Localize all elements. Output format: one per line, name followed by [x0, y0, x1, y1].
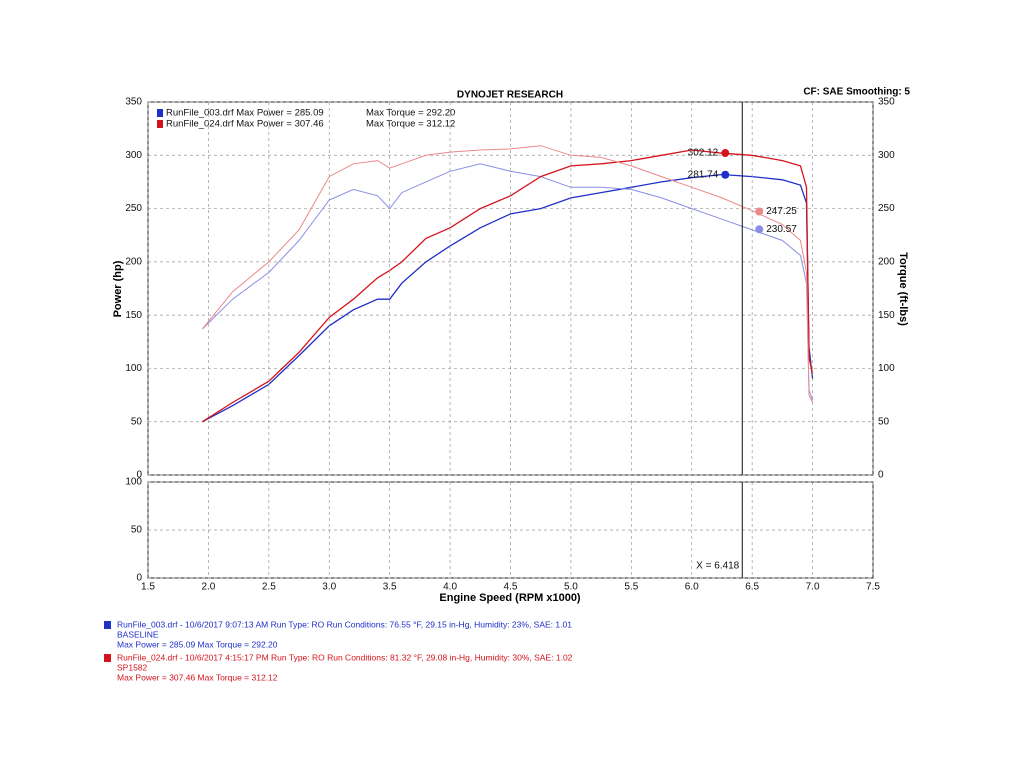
footer-line: Max Power = 307.46 Max Torque = 312.12 — [117, 672, 278, 682]
y-tick-label: 100 — [125, 477, 142, 488]
x-tick-label: 5.5 — [624, 582, 638, 593]
y2-tick-label: 50 — [878, 416, 890, 427]
y2-axis-title: Torque (ft-lbs) — [897, 252, 909, 326]
footer-line: BASELINE — [117, 629, 159, 639]
y2-tick-label: 200 — [878, 256, 895, 267]
x-tick-label: 1.5 — [141, 582, 155, 593]
legend-swatch — [157, 109, 163, 117]
cursor-value: 230.57 — [766, 224, 797, 235]
y-tick-label: 150 — [125, 310, 142, 321]
legend-label: RunFile_024.drf Max Power = 307.46 — [166, 119, 324, 130]
x-tick-label: 3.5 — [383, 582, 397, 593]
y-tick-label: 50 — [131, 525, 143, 536]
footer-line: RunFile_024.drf - 10/6/2017 4:15:17 PM R… — [117, 652, 573, 662]
y2-tick-label: 300 — [878, 150, 895, 161]
x-tick-label: 4.5 — [504, 582, 518, 593]
legend-label: Max Torque = 312.12 — [366, 119, 455, 130]
cursor-dot — [721, 170, 730, 179]
y2-tick-label: 150 — [878, 310, 895, 321]
x-tick-label: 4.0 — [443, 582, 457, 593]
cursor-dot — [755, 207, 764, 216]
series-line — [202, 145, 814, 403]
y2-tick-label: 0 — [878, 470, 884, 481]
x-tick-label: 2.0 — [201, 582, 215, 593]
series-line — [202, 149, 814, 423]
y-tick-label: 50 — [131, 416, 143, 427]
y2-tick-label: 250 — [878, 203, 895, 214]
y-tick-label: 0 — [136, 573, 142, 584]
y-tick-label: 200 — [125, 256, 142, 267]
legend-swatch — [157, 120, 163, 128]
x-tick-label: 7.0 — [806, 582, 820, 593]
chart-title: DYNOJET RESEARCH — [457, 90, 563, 101]
legend-label: RunFile_003.drf Max Power = 285.09 — [166, 108, 324, 119]
y2-tick-label: 350 — [878, 97, 895, 108]
y-tick-label: 300 — [125, 150, 142, 161]
footer-line: Max Power = 285.09 Max Torque = 292.20 — [117, 639, 278, 649]
y-tick-label: 0 — [136, 470, 142, 481]
cursor-value: 302.12 — [688, 148, 719, 159]
cursor-dot — [721, 149, 730, 158]
cursor-dot — [755, 225, 764, 234]
cursor-value: 247.25 — [766, 206, 797, 217]
x-tick-label: 6.0 — [685, 582, 699, 593]
cursor-value: 281.74 — [688, 169, 719, 180]
footer-swatch — [104, 621, 111, 629]
x-axis-title: Engine Speed (RPM x1000) — [439, 592, 581, 604]
cursor-label: X = 6.418 — [696, 561, 740, 572]
x-tick-label: 2.5 — [262, 582, 276, 593]
legend-label: Max Torque = 292.20 — [366, 108, 455, 119]
y-axis-title: Power (hp) — [112, 260, 124, 317]
footer-line: RunFile_003.drf - 10/6/2017 9:07:13 AM R… — [117, 619, 572, 629]
x-tick-label: 6.5 — [745, 582, 759, 593]
x-tick-label: 7.5 — [866, 582, 880, 593]
x-tick-label: 5.0 — [564, 582, 578, 593]
footer-line: SP1582 — [117, 662, 148, 672]
y-tick-label: 250 — [125, 203, 142, 214]
x-tick-label: 3.0 — [322, 582, 336, 593]
y-tick-label: 350 — [125, 97, 142, 108]
footer-swatch — [104, 654, 111, 662]
y2-tick-label: 100 — [878, 363, 895, 374]
corner-note: CF: SAE Smoothing: 5 — [803, 87, 910, 98]
series-line — [202, 163, 814, 401]
y-tick-label: 100 — [125, 363, 142, 374]
series-line — [202, 173, 814, 423]
